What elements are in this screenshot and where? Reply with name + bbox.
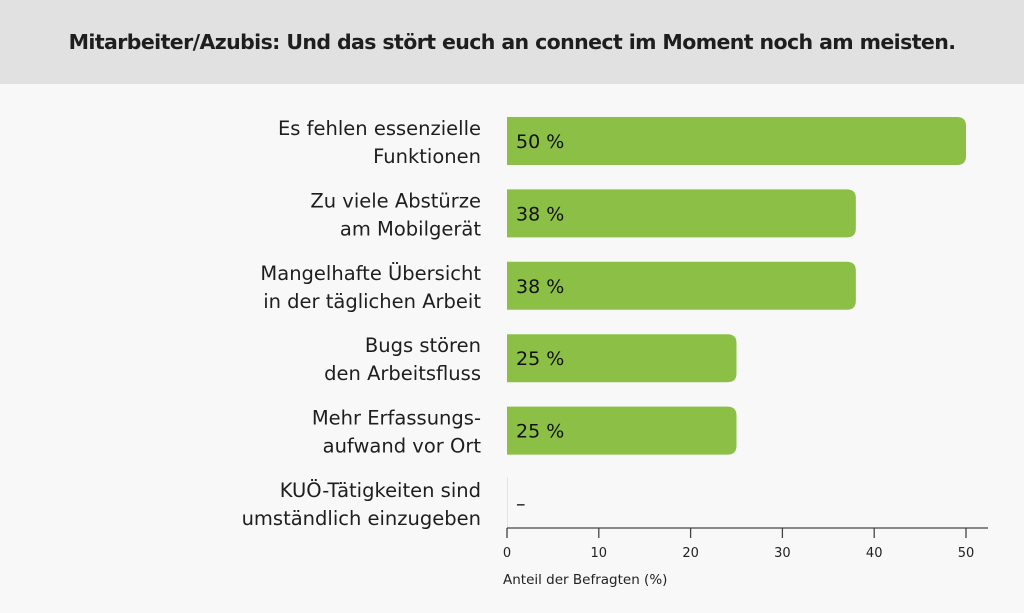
data-label: 50 %: [516, 131, 564, 153]
category-label: aufwand vor Ort: [323, 435, 482, 458]
category-label: Zu viele Abstürze: [310, 189, 481, 212]
category-label: Funktionen: [373, 145, 481, 168]
bar: [507, 261, 856, 310]
data-label: 25 %: [516, 421, 564, 443]
x-tick-label: 30: [774, 546, 791, 561]
x-tick-label: 0: [503, 546, 511, 561]
category-label: Mehr Erfassungs-: [312, 407, 481, 430]
bar: [507, 117, 966, 165]
data-label: 38 %: [516, 276, 564, 298]
title-banner: Mitarbeiter/Azubis: Und das stört euch a…: [0, 0, 1024, 84]
category-label: KUÖ-Tätigkeiten sind: [280, 479, 481, 502]
category-label: Bugs stören: [365, 334, 481, 357]
x-axis-title: Anteil der Befragten (%): [503, 572, 667, 588]
category-label: den Arbeitsfluss: [324, 362, 481, 385]
data-label: 25 %: [516, 348, 564, 370]
bar: [507, 189, 856, 238]
chart-title: Mitarbeiter/Azubis: Und das stört euch a…: [68, 30, 956, 54]
x-tick-label: 10: [591, 546, 608, 561]
bar: [507, 334, 737, 383]
category-label: am Mobilgerät: [340, 217, 481, 240]
category-label: Mangelhafte Übersicht: [260, 262, 481, 285]
category-label: umständlich einzugeben: [242, 507, 481, 530]
data-label: 38 %: [516, 203, 564, 225]
x-tick-label: 50: [958, 546, 975, 561]
category-label: in der täglichen Arbeit: [263, 290, 481, 313]
x-tick-label: 40: [866, 546, 883, 561]
x-tick-label: 20: [682, 546, 699, 561]
bar: [507, 406, 737, 455]
category-label: Es fehlen essenzielle: [278, 117, 481, 140]
data-label: –: [516, 493, 526, 515]
